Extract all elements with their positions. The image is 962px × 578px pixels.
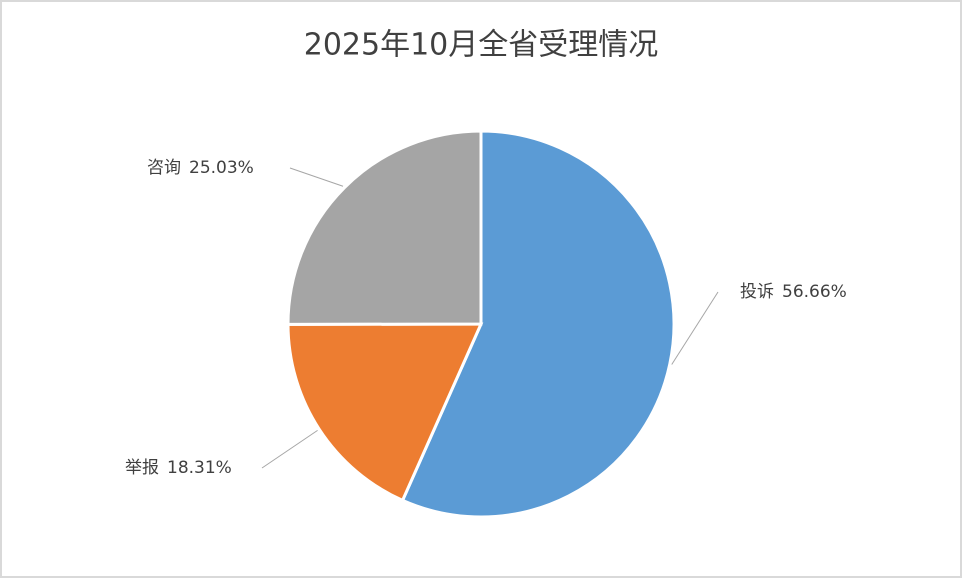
value-label: 25.03% [189,158,254,178]
leader-line [289,167,344,187]
pie-slice [400,129,676,519]
value-label: 18.31% [167,458,232,478]
data-label: 投诉 56.66% [740,282,847,302]
value-label: 56.66% [782,282,847,302]
leader-line [261,429,318,469]
pie-slice [286,322,484,503]
category-label: 投诉 [740,282,774,302]
pie-slice [286,129,483,326]
category-label: 咨询 [147,158,181,178]
data-label: 举报 18.31% [125,458,232,478]
data-label: 咨询 25.03% [147,158,254,178]
category-label: 举报 [125,458,159,478]
chart-title: 2025年10月全省受理情况 [304,28,659,63]
leader-line [671,291,719,365]
